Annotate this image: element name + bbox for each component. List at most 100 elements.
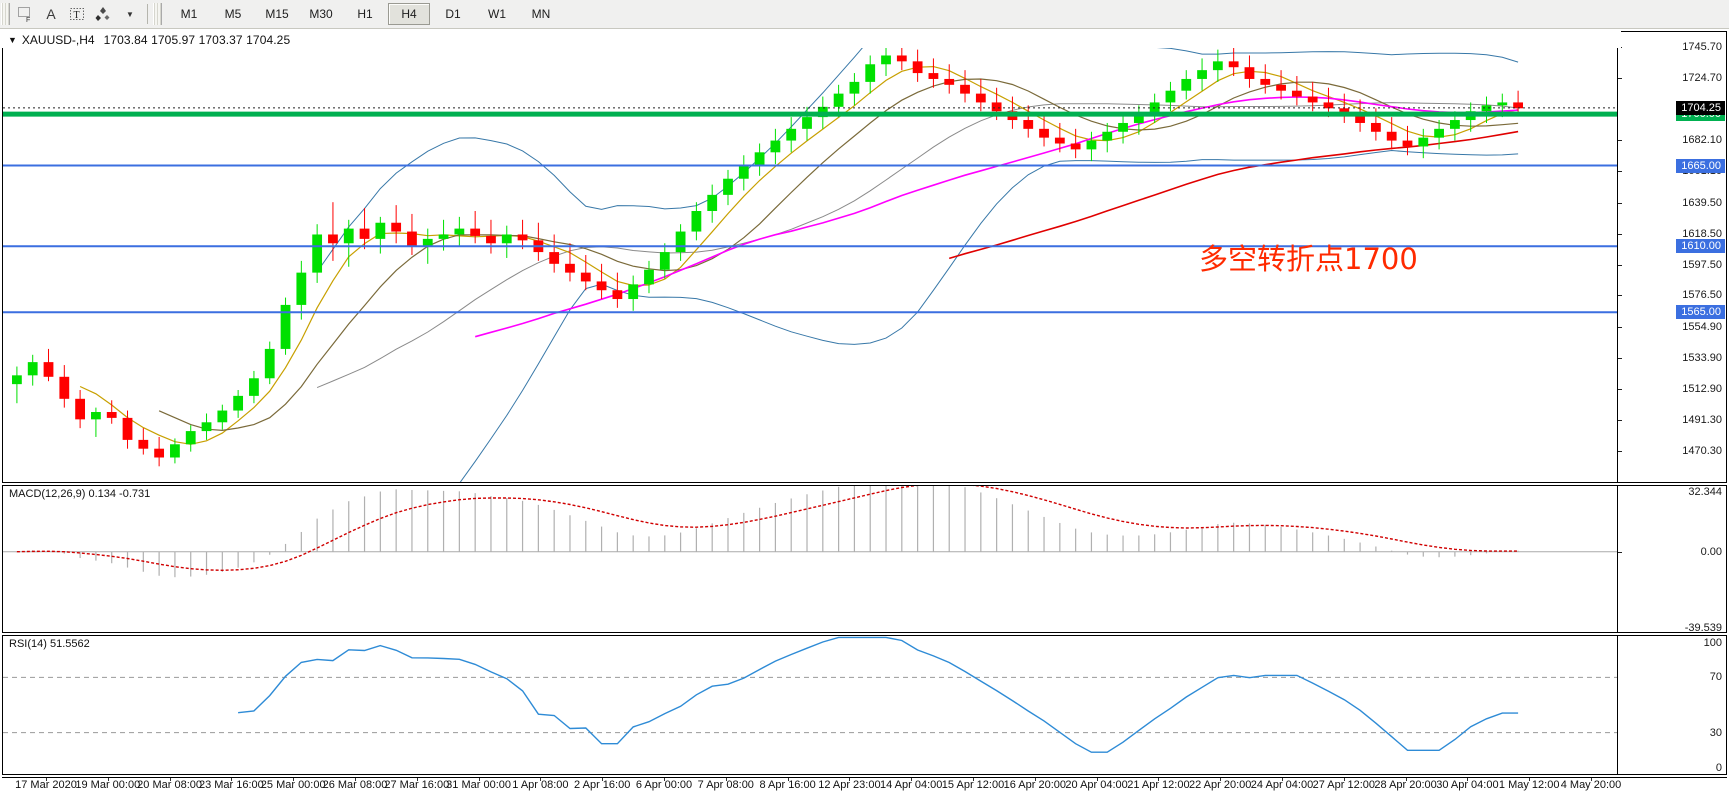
chart-annotation-text[interactable]: 多空转折点1700 [1199, 241, 1418, 276]
time-tickmark [1405, 778, 1407, 781]
price-badge-1665-00[interactable]: 1665.00 [1676, 158, 1725, 173]
time-tickmark [107, 778, 109, 781]
price-badge-1610-00[interactable]: 1610.00 [1676, 239, 1725, 254]
time-tick-label: 6 Apr 00:00 [635, 779, 693, 791]
main-toolbar: F A T ▼ M1 M5 M15 M30 H1 H4 D1 W1 MN [0, 0, 1729, 29]
macd-tick-label: 0.00 [1700, 545, 1722, 558]
rsi-tick-label: 100 [1703, 637, 1722, 649]
price-tickmark [1618, 202, 1622, 204]
price-tickmark [1618, 140, 1622, 142]
price-plot-area[interactable] [3, 32, 1618, 482]
time-tickmark [1282, 778, 1283, 781]
text-box-icon[interactable]: T [64, 2, 90, 26]
price-tickmark [1618, 388, 1622, 390]
ohlc-values: 1703.84 1705.97 1703.37 1704.25 [103, 32, 291, 47]
macd-plot-area[interactable] [3, 486, 1618, 632]
time-tickmark [849, 778, 851, 781]
time-tickmark [1220, 778, 1222, 781]
time-tick-label: 12 Apr 23:00 [818, 779, 881, 791]
timeframe-m15[interactable]: M15 [265, 7, 289, 21]
time-tickmark [1343, 778, 1345, 781]
time-tick-label: 14 Apr 04:00 [879, 779, 943, 791]
time-tickmark [664, 778, 665, 781]
shapes-icon[interactable] [90, 2, 116, 26]
time-tickmark [1467, 778, 1469, 781]
rsi-plot-area[interactable] [3, 636, 1618, 774]
price-tick-label: 1597.50 [1682, 258, 1722, 271]
time-tickmark [1034, 778, 1036, 781]
time-tick-label: 15 Apr 12:00 [941, 779, 1005, 791]
price-tick-label: 1639.50 [1682, 196, 1722, 209]
time-tick-label: 2 Apr 16:00 [574, 779, 631, 791]
time-tick-label: 4 May 20:00 [1560, 779, 1622, 791]
time-tick-label: 19 Mar 00:00 [75, 779, 141, 791]
time-tick-label: 30 Apr 04:00 [1436, 779, 1499, 791]
price-tickmark [1618, 295, 1622, 297]
svg-text:T: T [74, 10, 80, 21]
macd-pane[interactable]: MACD(12,26,9) 0.134 -0.731 32.344 0.00 -39… [2, 485, 1727, 634]
price-axis[interactable]: 1745.701724.701682.101661.101639.501618.… [1617, 32, 1726, 482]
macd-axis[interactable]: 32.344 0.00 -39.539 [1617, 486, 1726, 634]
rsi-axis[interactable]: 100 70 30 0 [1617, 636, 1726, 774]
time-tick-label: 23 Mar 16:00 [198, 779, 264, 791]
price-tick-label: 1724.70 [1682, 71, 1722, 84]
price-tick-label: 1618.50 [1682, 227, 1722, 240]
time-tickmark [540, 778, 542, 781]
timeframe-w1[interactable]: W1 [488, 7, 506, 21]
toolbar-grip-handle[interactable] [1, 3, 10, 25]
time-tick-label: 27 Mar 16:00 [384, 779, 450, 791]
timeframe-d1[interactable]: D1 [445, 7, 461, 21]
time-tickmark [231, 778, 233, 781]
chart-frame: 1745.701724.701682.101661.101639.501618.… [0, 28, 1729, 792]
macd-tick-label: -39.539 [1684, 622, 1722, 634]
price-pane[interactable]: 1745.701724.701682.101661.101639.501618.… [2, 31, 1727, 483]
timeframe-mn[interactable]: MN [531, 7, 551, 21]
macd-label: MACD(12,26,9) 0.134 -0.731 [7, 488, 153, 500]
price-tick-label: 1554.90 [1682, 321, 1722, 334]
time-tickmark [973, 778, 974, 781]
timeframe-m5[interactable]: M5 [224, 7, 242, 21]
time-tickmark [1529, 778, 1531, 781]
rsi-tick-label: 30 [1709, 726, 1722, 739]
time-tickmark [1591, 778, 1592, 781]
time-axis[interactable]: 17 Mar 2020 19 Mar 00:00 20 Mar 08:00 23 Ma… [2, 777, 1727, 793]
timeframe-group: M1 M5 M15 M30 H1 H4 D1 W1 MN [168, 3, 562, 25]
time-tick-label: 26 Mar 08:00 [322, 779, 388, 791]
time-tickmark [911, 778, 913, 781]
time-tick-label: 28 Apr 20:00 [1374, 779, 1437, 791]
time-tick-label: 7 Apr 08:00 [697, 779, 754, 791]
rsi-pane[interactable]: RSI(14) 51.5562 100 70 30 0 [2, 635, 1727, 775]
svg-text:F: F [26, 17, 30, 23]
time-tick-label: 31 Mar 00:00 [446, 779, 512, 791]
time-tickmark [293, 778, 295, 781]
time-tickmark [46, 778, 47, 781]
text-label-icon[interactable]: A [46, 6, 56, 22]
crosshair-f-icon[interactable]: F [12, 2, 38, 26]
price-tickmark [1618, 77, 1622, 79]
collapse-triangle-icon[interactable]: ▼ [8, 34, 17, 45]
price-tick-label: 1745.70 [1682, 41, 1722, 54]
price-tickmark [1618, 171, 1622, 173]
price-tick-label: 1533.90 [1682, 351, 1722, 364]
toolbar-separator [147, 4, 148, 24]
symbol-label: XAUUSD-,H4 [21, 32, 95, 47]
time-tick-label: 22 Apr 20:00 [1188, 779, 1252, 791]
price-tickmark [1618, 327, 1622, 329]
price-tick-label: 1512.90 [1682, 382, 1722, 395]
price-tick-label: 1470.30 [1682, 445, 1722, 458]
price-badge-1565-00[interactable]: 1565.00 [1676, 305, 1725, 320]
price-tickmark [1618, 264, 1622, 266]
timeframe-grip-handle[interactable] [153, 3, 162, 25]
time-tick-label: 1 Apr 08:00 [512, 779, 569, 791]
time-tickmark [1158, 778, 1160, 781]
timeframe-h1[interactable]: H1 [357, 7, 373, 21]
time-tickmark [416, 778, 418, 781]
shapes-dropdown-caret-icon[interactable]: ▼ [126, 9, 134, 19]
price-badge-1704-25[interactable]: 1704.25 [1676, 100, 1725, 115]
timeframe-m30[interactable]: M30 [309, 7, 333, 21]
price-tick-label: 1682.10 [1682, 134, 1722, 147]
timeframe-h4[interactable]: H4 [388, 3, 430, 25]
macd-tickmark [1618, 551, 1622, 553]
time-tick-label: 27 Apr 12:00 [1312, 779, 1375, 791]
timeframe-m1[interactable]: M1 [180, 7, 198, 21]
